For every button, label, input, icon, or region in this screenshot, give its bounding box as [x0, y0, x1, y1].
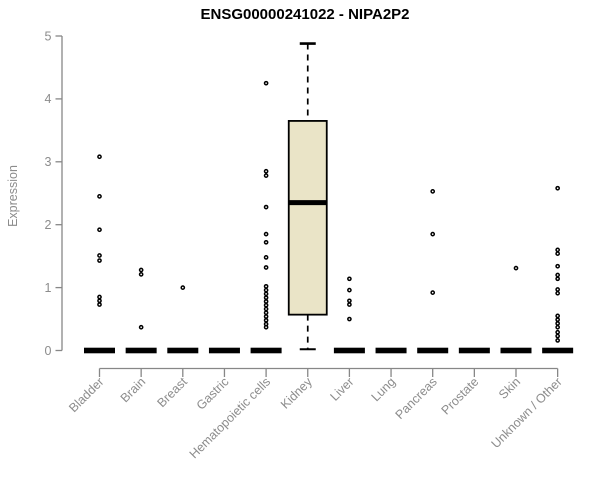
outlier-point-hematopoietic-cells [263, 302, 269, 308]
outlier-point-unknown-other [555, 317, 561, 323]
outlier-point-bladder [97, 258, 102, 263]
zero-bar-lung [375, 347, 407, 354]
outlier-point-pancreas [430, 189, 436, 194]
outlier-point-unknown-other [555, 290, 561, 296]
outlier-point-hematopoietic-cells [263, 310, 269, 316]
outlier-point-bladder [97, 298, 102, 304]
outlier-point-hematopoietic-cells [263, 168, 269, 174]
x-tick-label-brain: Brain [118, 375, 149, 406]
outlier-point-unknown-other [555, 329, 561, 335]
outlier-point-skin [513, 265, 519, 271]
outlier-point-hematopoietic-cells [263, 291, 269, 297]
x-tick-label-prostate: Prostate [439, 375, 482, 418]
chart-title: ENSG00000241022 - NIPA2P2 [200, 6, 410, 23]
outlier-point-brain [138, 324, 144, 330]
x-tick-label-breast: Breast [154, 374, 190, 410]
outlier-point-hematopoietic-cells [263, 299, 269, 304]
zero-bar-prostate [458, 347, 490, 354]
outlier-point-unknown-other [555, 272, 561, 278]
x-tick-label-liver: Liver [327, 375, 356, 404]
y-tick-label: 3 [45, 155, 52, 169]
outlier-point-hematopoietic-cells [263, 231, 269, 237]
outlier-point-unknown-other [555, 276, 561, 282]
outlier-point-unknown-other [555, 313, 561, 319]
outlier-point-bladder [97, 302, 102, 307]
outlier-point-unknown-other [555, 321, 561, 326]
outlier-point-hematopoietic-cells [263, 324, 269, 330]
outlier-point-hematopoietic-cells [263, 283, 269, 289]
x-tick-label-unknown-other: Unknown / Other [489, 375, 565, 451]
y-tick-label: 5 [45, 29, 52, 43]
x-tick-label-pancreas: Pancreas [393, 375, 440, 422]
outlier-point-hematopoietic-cells [263, 204, 269, 210]
outlier-point-unknown-other [555, 324, 561, 330]
box-kidney [287, 120, 328, 316]
zero-bar-brain [125, 347, 157, 354]
outlier-point-unknown-other [555, 247, 561, 253]
outlier-point-liver [347, 276, 352, 282]
outlier-point-brain [138, 272, 144, 277]
outlier-point-liver [347, 298, 352, 304]
zero-bar-unknown-other [542, 347, 574, 354]
outlier-point-bladder [97, 154, 102, 160]
outlier-point-liver [347, 316, 352, 322]
outlier-point-bladder [97, 194, 102, 199]
outlier-point-liver [347, 287, 352, 293]
outlier-point-unknown-other [555, 263, 561, 269]
zero-bar-liver [333, 347, 365, 354]
outlier-point-hematopoietic-cells [263, 306, 269, 312]
x-tick-label-kidney: Kidney [278, 374, 315, 411]
x-tick-label-bladder: Bladder [66, 375, 106, 415]
x-tick-label-gastric: Gastric [194, 375, 232, 413]
outlier-point-breast [180, 285, 186, 290]
zero-bar-bladder [84, 347, 115, 354]
outlier-point-hematopoietic-cells [263, 287, 269, 293]
y-tick-label: 1 [45, 281, 52, 295]
outlier-point-hematopoietic-cells [263, 295, 269, 301]
outlier-point-hematopoietic-cells [263, 265, 269, 270]
outlier-point-unknown-other [555, 287, 561, 292]
outlier-point-bladder [97, 227, 102, 233]
outlier-point-hematopoietic-cells [263, 317, 269, 323]
zero-bar-breast [167, 347, 199, 354]
outlier-point-hematopoietic-cells [263, 173, 269, 178]
outlier-point-hematopoietic-cells [263, 80, 269, 86]
x-tick-label-hematopoietic-cells: Hematopoietic cells [187, 375, 274, 462]
outlier-point-unknown-other [555, 185, 561, 191]
outlier-point-unknown-other [555, 251, 561, 256]
outlier-point-liver [347, 302, 352, 307]
outlier-point-brain [138, 267, 144, 273]
outlier-point-pancreas [430, 290, 436, 295]
zero-bar-pancreas [417, 347, 449, 354]
y-tick-label: 4 [45, 92, 52, 106]
outlier-point-hematopoietic-cells [263, 255, 269, 260]
zero-bar-skin [500, 347, 532, 354]
zero-bar-hematopoietic-cells [250, 347, 282, 354]
outlier-point-bladder [97, 294, 102, 300]
outlier-point-unknown-other [555, 333, 561, 339]
outlier-point-pancreas [430, 231, 436, 237]
zero-bar-gastric [208, 347, 240, 354]
y-tick-label: 0 [45, 344, 52, 358]
outlier-point-bladder [97, 253, 102, 258]
outlier-point-hematopoietic-cells [263, 314, 269, 319]
outlier-point-unknown-other [555, 338, 561, 343]
x-tick-label-skin: Skin [496, 375, 523, 402]
y-tick-label: 2 [45, 218, 52, 232]
x-tick-label-lung: Lung [369, 375, 399, 405]
outlier-point-hematopoietic-cells [263, 239, 269, 245]
